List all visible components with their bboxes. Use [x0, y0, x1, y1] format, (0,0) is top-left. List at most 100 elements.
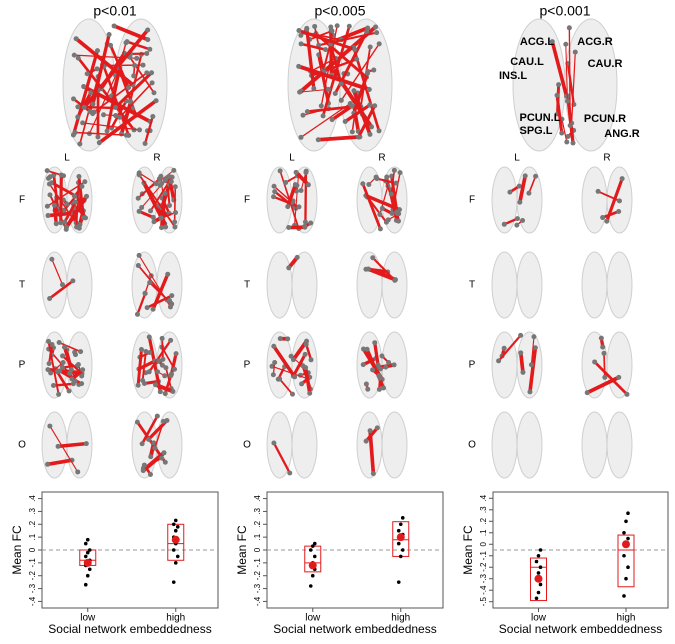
data-point: [401, 548, 405, 552]
node: [567, 25, 572, 30]
data-point: [176, 525, 180, 529]
node: [361, 362, 366, 367]
node: [131, 73, 136, 78]
node: [350, 129, 355, 134]
node: [135, 420, 140, 425]
hemisphere-label: R: [153, 153, 160, 164]
node: [297, 90, 302, 95]
node: [368, 45, 373, 50]
brain: [267, 412, 317, 478]
node: [339, 98, 344, 103]
node: [573, 50, 578, 55]
node: [107, 32, 112, 37]
node: [303, 352, 308, 357]
brain: [492, 412, 542, 478]
node: [290, 392, 295, 397]
node: [143, 291, 148, 296]
data-point: [401, 516, 405, 520]
region-label: ANG.R: [604, 128, 640, 140]
node: [163, 460, 168, 465]
node: [72, 53, 77, 58]
node: [398, 170, 403, 175]
x-tick-label: high: [391, 613, 410, 624]
node: [140, 378, 145, 383]
data-point: [622, 531, 626, 535]
data-point: [84, 583, 88, 587]
node: [126, 85, 131, 90]
y-tick-label: .3: [479, 506, 488, 513]
node: [113, 113, 118, 118]
node: [134, 56, 139, 61]
hemisphere: [607, 412, 632, 478]
node: [523, 173, 528, 178]
node: [75, 115, 80, 120]
node: [153, 382, 158, 387]
node: [272, 184, 277, 189]
node: [137, 253, 142, 258]
node: [307, 391, 312, 396]
node: [69, 377, 74, 382]
hemisphere: [382, 252, 407, 318]
node: [518, 350, 523, 355]
node: [602, 351, 607, 356]
node: [293, 182, 298, 187]
node: [78, 349, 83, 354]
node: [81, 84, 86, 89]
node: [377, 128, 382, 133]
hemisphere: [582, 412, 607, 478]
node: [299, 135, 304, 140]
node: [343, 119, 348, 124]
node: [556, 82, 561, 87]
node: [365, 387, 370, 392]
node: [61, 360, 66, 365]
node: [364, 439, 369, 444]
brain: [582, 252, 632, 318]
node: [62, 345, 67, 350]
node: [142, 463, 147, 468]
node: [351, 88, 356, 93]
lobe-label: T: [19, 280, 25, 291]
node: [144, 51, 149, 56]
node: [592, 359, 597, 364]
node: [150, 114, 155, 119]
data-point: [86, 574, 90, 578]
node: [347, 24, 352, 29]
mean-marker: [535, 575, 543, 583]
node: [364, 382, 369, 387]
node: [377, 41, 382, 46]
data-point: [397, 580, 401, 584]
node: [384, 220, 389, 225]
brain: [357, 252, 407, 318]
y-tick-label: -.3: [28, 583, 37, 593]
node: [526, 191, 531, 196]
node: [147, 369, 152, 374]
node: [568, 123, 573, 128]
node: [147, 47, 152, 52]
node: [296, 28, 301, 33]
node: [285, 336, 290, 341]
x-tick-label: low: [305, 613, 321, 624]
data-point: [88, 567, 92, 571]
connection: [521, 353, 523, 373]
node: [303, 365, 308, 370]
node: [148, 454, 153, 459]
node: [172, 219, 177, 224]
node: [286, 265, 291, 270]
node: [56, 444, 61, 449]
node: [143, 141, 148, 146]
brain: [132, 252, 182, 318]
node: [600, 215, 605, 220]
node: [94, 66, 99, 71]
node: [162, 373, 167, 378]
mean-marker: [309, 561, 317, 569]
node: [375, 425, 380, 430]
node: [174, 351, 179, 356]
brain: [357, 167, 407, 233]
hemisphere: [582, 252, 607, 318]
node: [365, 347, 370, 352]
node: [148, 472, 153, 477]
data-point: [539, 548, 543, 552]
node: [292, 374, 297, 379]
node: [520, 218, 525, 223]
